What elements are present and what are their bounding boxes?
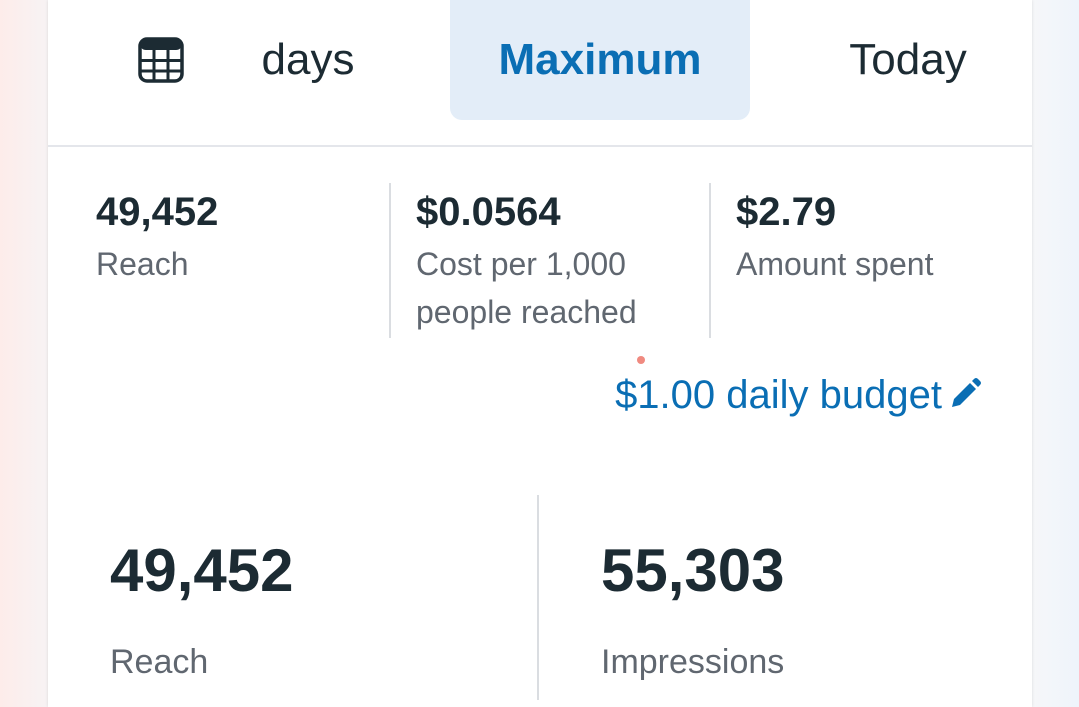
spent-label: Amount spent bbox=[736, 246, 934, 282]
impressions-stat: 55,303 Impressions bbox=[601, 535, 785, 687]
reach-stat-label: Reach bbox=[110, 643, 209, 681]
reach-metric: 49,452 Reach bbox=[96, 184, 376, 288]
spent-value: $2.79 bbox=[736, 190, 837, 234]
divider bbox=[537, 495, 539, 700]
stats-row: 49,452 Reach 55,303 Impressions bbox=[48, 495, 1032, 707]
reach-label: Reach bbox=[96, 246, 189, 282]
daily-budget-link[interactable]: $1.00 daily budget bbox=[615, 370, 982, 420]
tab-days[interactable]: days bbox=[261, 35, 355, 84]
spent-metric: $2.79 Amount spent bbox=[736, 184, 1026, 288]
calendar-grid-icon bbox=[138, 37, 184, 83]
cost-label: Cost per 1,000 people reached bbox=[416, 246, 637, 330]
divider bbox=[709, 183, 711, 338]
impressions-stat-value: 55,303 bbox=[601, 537, 785, 604]
reach-stat-value: 49,452 bbox=[110, 537, 294, 604]
impressions-stat-label: Impressions bbox=[601, 643, 785, 681]
cost-value: $0.0564 bbox=[416, 190, 561, 234]
cost-metric: $0.0564 Cost per 1,000 people reached bbox=[416, 184, 716, 336]
daily-budget-label: $1.00 daily budget bbox=[615, 372, 942, 417]
summary-metrics: 49,452 Reach $0.0564 Cost per 1,000 peop… bbox=[48, 148, 1032, 348]
insights-card: days Maximum Today 49,452 Reach $0.0564 … bbox=[48, 0, 1032, 707]
notification-dot bbox=[637, 356, 645, 364]
divider bbox=[389, 183, 391, 338]
reach-value: 49,452 bbox=[96, 190, 219, 234]
calendar-button[interactable] bbox=[126, 0, 196, 120]
tab-maximum[interactable]: Maximum bbox=[450, 0, 750, 120]
date-range-tabs: days Maximum Today bbox=[48, 0, 1032, 147]
reach-stat: 49,452 Reach bbox=[110, 535, 294, 687]
pencil-icon bbox=[952, 378, 981, 407]
tab-today[interactable]: Today bbox=[849, 35, 967, 84]
